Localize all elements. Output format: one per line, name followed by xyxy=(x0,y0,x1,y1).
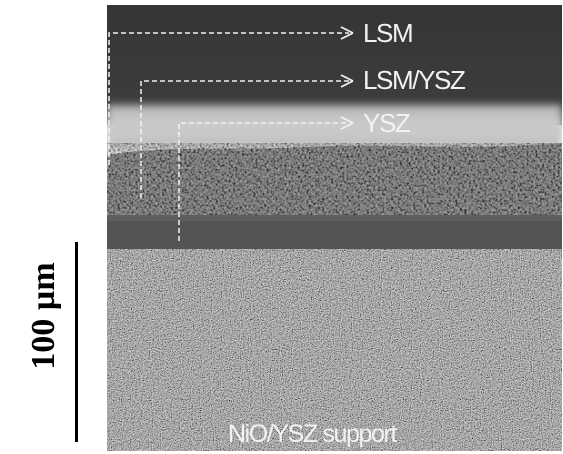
label-ysz: YSZ xyxy=(363,108,411,138)
lsm-arrow-line xyxy=(108,32,349,165)
label-support: NiO/YSZ support xyxy=(228,420,397,448)
lsm-ysz-arrow-line xyxy=(140,80,349,198)
label-lsm: LSM xyxy=(363,18,412,48)
scale-bar-label: 100 µm xyxy=(25,262,62,370)
arrow-head-icon xyxy=(340,26,354,40)
annotation-arrows xyxy=(108,32,349,241)
arrow-head-icon xyxy=(340,74,354,88)
scale-bar xyxy=(75,242,78,442)
support-layer xyxy=(107,249,562,451)
arrow-head-icon xyxy=(340,116,354,130)
sem-micrograph: LSM LSM/YSZ YSZ NiO/YSZ support xyxy=(107,5,562,451)
label-lsm-ysz: LSM/YSZ xyxy=(363,65,466,95)
porous-layer xyxy=(107,143,562,223)
arrow-heads xyxy=(340,26,354,130)
